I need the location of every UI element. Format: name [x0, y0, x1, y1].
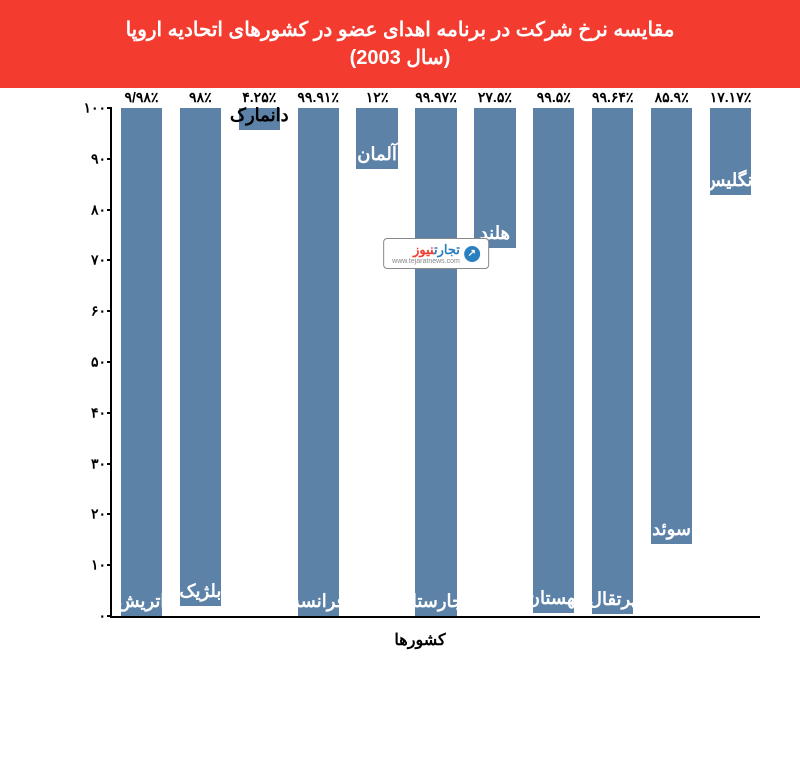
bar-column: ۴.۲۵٪دانمارک	[230, 108, 289, 616]
chart-area: ٩/٩٨٪اتریش ٩٨٪بلژیک ۴.۲۵٪دانمارک ٩٩.٩١٪فران…	[70, 98, 770, 658]
bar-value-label: ٩٩.٩٧٪	[415, 89, 457, 106]
y-tick-label: ۱۰۰	[72, 100, 106, 117]
y-tick-mark	[107, 615, 112, 617]
bar-column: ١٧.١٧٪انگلیس	[701, 108, 760, 616]
bar-value-label: ٢٧.۵٪	[478, 89, 512, 106]
x-axis-label: کشورها	[394, 630, 445, 650]
bar: ٩٨٪بلژیک	[180, 108, 221, 606]
bar-column: ٩٩.۵٪لهستان	[524, 108, 583, 616]
bars-group: ٩/٩٨٪اتریش ٩٨٪بلژیک ۴.۲۵٪دانمارک ٩٩.٩١٪فران…	[112, 108, 760, 616]
y-tick-label: ۷۰	[72, 252, 106, 269]
bar-value-label: ٩/٩٨٪	[124, 89, 158, 106]
bar: ٩٩.٩٧٪مجارستان	[415, 108, 456, 616]
y-tick-label: ۹۰	[72, 150, 106, 167]
bar: ٨۵.٩٪سوئد	[651, 108, 692, 544]
chart-title-line2: (سال 2003)	[20, 44, 780, 72]
bar: ٩٩.۵٪لهستان	[533, 108, 574, 613]
bar-column: ١٢٪آلمان	[348, 108, 407, 616]
watermark-icon: ↗	[464, 246, 480, 262]
bar-country-label: مجارستان	[399, 591, 474, 612]
y-tick-mark	[107, 209, 112, 211]
y-tick-label: ۴۰	[72, 404, 106, 421]
y-tick-mark	[107, 158, 112, 160]
y-tick-label: ۵۰	[72, 354, 106, 371]
bar-column: ٩٩.۶۴٪پرتقال	[583, 108, 642, 616]
y-tick-label: ۶۰	[72, 303, 106, 320]
watermark-brand-1: تجارت	[434, 242, 460, 257]
bar-country-label: فرانسه	[291, 591, 345, 612]
y-tick-label: ۰	[72, 608, 106, 625]
plot-area: ٩/٩٨٪اتریش ٩٨٪بلژیک ۴.۲۵٪دانمارک ٩٩.٩١٪فران…	[110, 108, 760, 618]
bar-value-label: ۴.۲۵٪	[242, 89, 276, 106]
chart-header: مقایسه نرخ شرکت در برنامه اهدای عضو در ک…	[0, 0, 800, 88]
bar: ۴.۲۵٪دانمارک	[239, 108, 280, 130]
chart-container: نرخ شرکت در برنامه اهدای عضو ٩/٩٨٪اتریش٩…	[0, 88, 800, 678]
bar-country-label: سوئد	[652, 519, 691, 540]
bar-country-label: لهستان	[527, 588, 581, 609]
bar-column: ٩٩.٩٧٪مجارستان	[407, 108, 466, 616]
bar-column: ٩٨٪بلژیک	[171, 108, 230, 616]
bar-value-label: ٩٩.٩١٪	[297, 89, 339, 106]
bar-value-label: ١٢٪	[366, 89, 389, 106]
bar-country-label: دانمارک	[230, 105, 289, 126]
bar: ١٢٪آلمان	[356, 108, 397, 169]
y-tick-label: ۳۰	[72, 455, 106, 472]
bar-country-label: بلژیک	[179, 581, 221, 602]
bar-value-label: ٨۵.٩٪	[655, 89, 689, 106]
y-tick-mark	[107, 107, 112, 109]
y-tick-label: ۱۰	[72, 557, 106, 574]
bar-column: ٩/٩٨٪اتریش	[112, 108, 171, 616]
y-tick-mark	[107, 564, 112, 566]
y-tick-mark	[107, 259, 112, 261]
bar-column: ٨۵.٩٪سوئد	[642, 108, 701, 616]
y-tick-mark	[107, 361, 112, 363]
y-tick-label: ۸۰	[72, 201, 106, 218]
bar: ٢٧.۵٪هلند	[474, 108, 515, 248]
y-tick-mark	[107, 412, 112, 414]
bar-country-label: آلمان	[357, 144, 397, 165]
watermark-brand-2: نیوز	[413, 242, 434, 257]
chart-title-line1: مقایسه نرخ شرکت در برنامه اهدای عضو در ک…	[20, 16, 780, 44]
bar-column: ٩٩.٩١٪فرانسه	[289, 108, 348, 616]
bar: ٩٩.٩١٪فرانسه	[298, 108, 339, 616]
y-tick-mark	[107, 463, 112, 465]
bar: ٩٩.۶۴٪پرتقال	[592, 108, 633, 614]
bar-column: ٢٧.۵٪هلند	[465, 108, 524, 616]
bar-country-label: پرتقال	[589, 589, 637, 610]
y-tick-mark	[107, 513, 112, 515]
bar: ١٧.١٧٪انگلیس	[710, 108, 751, 195]
y-tick-mark	[107, 310, 112, 312]
bar-country-label: اتریش	[117, 591, 165, 612]
y-tick-label: ۲۰	[72, 506, 106, 523]
bar-country-label: انگلیس	[703, 170, 757, 191]
bar-value-label: ١٧.١٧٪	[710, 89, 752, 106]
bar: ٩/٩٨٪اتریش	[121, 108, 162, 616]
watermark-badge: ↗ تجارتنیوز www.tejaratnews.com	[383, 238, 489, 269]
bar-value-label: ٩٩.۶۴٪	[592, 89, 634, 106]
bar-value-label: ٩٩.۵٪	[537, 89, 571, 106]
bar-value-label: ٩٨٪	[189, 89, 212, 106]
watermark-sub: www.tejaratnews.com	[392, 258, 460, 265]
